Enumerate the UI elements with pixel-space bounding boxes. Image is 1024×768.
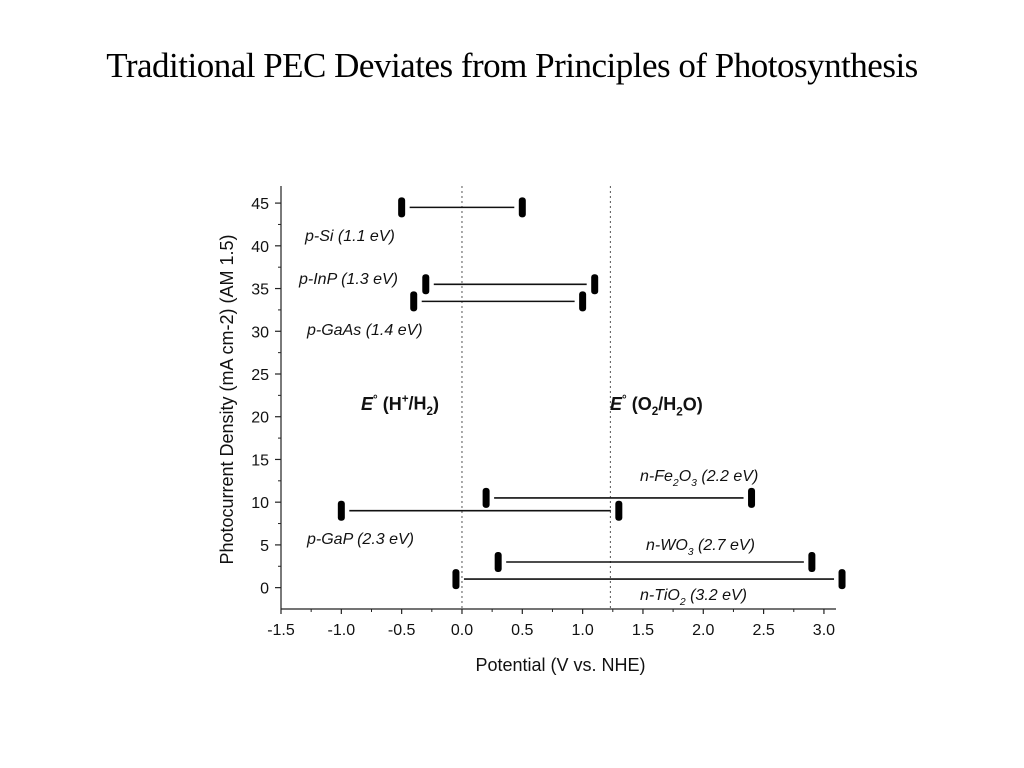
y-tick-label: 45	[251, 196, 269, 213]
range-cap-start	[494, 552, 502, 572]
range-cap-start	[482, 487, 490, 508]
x-tick-label: -1.0	[328, 622, 356, 639]
reference-label-o2: E° (O2/H2O)	[610, 393, 703, 419]
x-tick-label: 3.0	[813, 622, 835, 639]
y-tick-label: 5	[260, 538, 269, 555]
x-tick-label: 2.5	[752, 622, 774, 639]
range-cap-start	[410, 291, 418, 312]
range-cap-end	[579, 291, 587, 312]
range-cap-end	[808, 552, 816, 572]
y-tick-label: 20	[251, 410, 269, 427]
series-label: p-GaAs (1.4 eV)	[306, 322, 423, 339]
range-cap-end	[591, 274, 599, 295]
y-tick-label: 30	[251, 324, 269, 341]
series-label: n-TiO2 (3.2 eV)	[640, 587, 747, 608]
series-label: p-Si (1.1 eV)	[304, 228, 395, 245]
x-tick-label: 2.0	[692, 622, 714, 639]
x-axis-label: Potential (V vs. NHE)	[475, 655, 645, 675]
y-axis-label: Photocurrent Density (mA cm-2) (AM 1.5)	[217, 234, 237, 564]
x-tick-label: 0.5	[511, 622, 533, 639]
x-tick-label: -0.5	[388, 622, 416, 639]
range-cap-end	[748, 487, 756, 508]
y-tick-label: 25	[251, 367, 269, 384]
series-label: p-InP (1.3 eV)	[298, 271, 398, 288]
range-cap-end	[838, 569, 846, 590]
series-label: p-GaP (2.3 eV)	[306, 531, 414, 548]
range-cap-start	[337, 500, 345, 521]
y-tick-label: 15	[251, 452, 269, 469]
series-label: n-WO3 (2.7 eV)	[646, 537, 755, 558]
range-cap-start	[398, 197, 406, 218]
y-tick-label: 0	[260, 581, 269, 598]
reference-label-h2: E° (H+/H2)	[361, 393, 439, 418]
series-label: n-Fe2O3 (2.2 eV)	[640, 468, 758, 489]
range-cap-end	[518, 197, 526, 218]
range-cap-start	[452, 569, 460, 590]
range-cap-end	[615, 500, 623, 521]
y-tick-label: 40	[251, 239, 269, 256]
range-cap-start	[422, 274, 430, 295]
x-tick-label: 0.0	[451, 622, 473, 639]
x-tick-label: 1.0	[572, 622, 594, 639]
x-tick-label: 1.5	[632, 622, 654, 639]
y-tick-label: 10	[251, 495, 269, 512]
x-tick-label: -1.5	[267, 622, 295, 639]
y-tick-label: 35	[251, 282, 269, 299]
slide-title: Traditional PEC Deviates from Principles…	[106, 46, 918, 85]
